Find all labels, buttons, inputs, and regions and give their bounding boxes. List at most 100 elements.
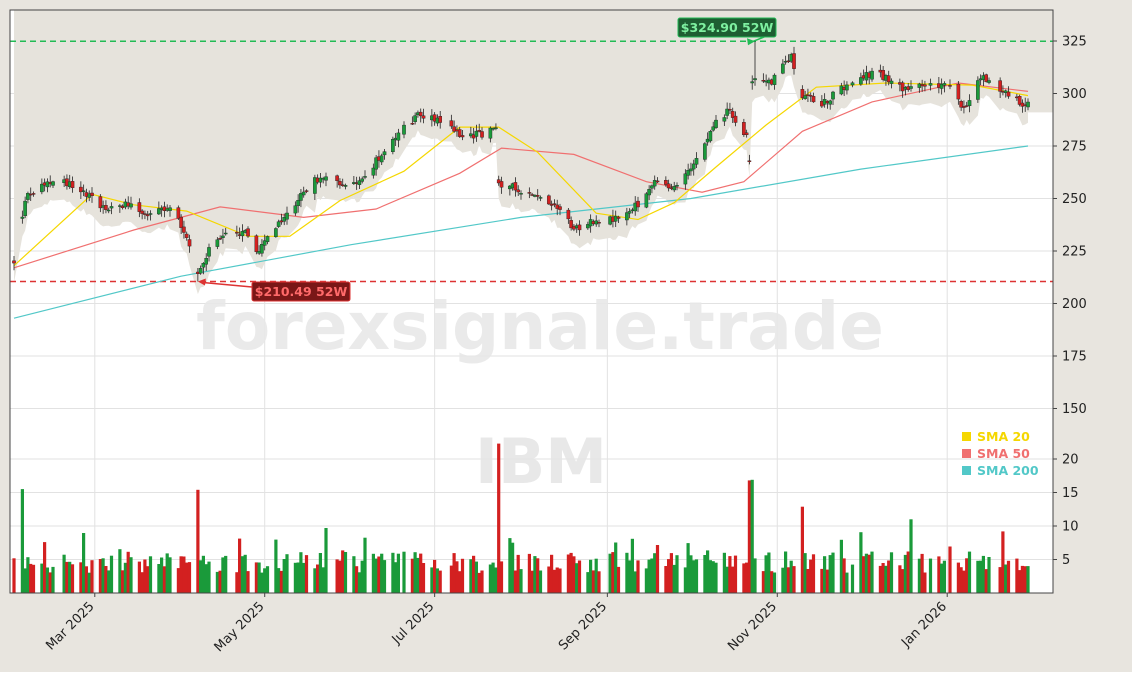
candle [140, 209, 144, 220]
candle-body [627, 211, 632, 214]
candle [221, 228, 225, 244]
volume-bar [416, 557, 420, 593]
candle-body [182, 226, 186, 233]
volume-bar [23, 568, 27, 593]
candle [750, 75, 754, 90]
volume-bar [889, 552, 894, 593]
volume-bar [864, 553, 868, 593]
volume-bar [318, 553, 322, 593]
candle-body [382, 151, 387, 156]
candle [538, 195, 543, 202]
volume-bar [316, 564, 320, 593]
volume-bar [235, 572, 239, 593]
candle [513, 177, 518, 197]
volume-bar [472, 555, 476, 593]
volume-bar [625, 552, 629, 593]
volume-bar [452, 553, 456, 593]
candle-body [800, 89, 805, 98]
volume-bar [792, 566, 796, 593]
candle-body [870, 70, 874, 80]
volume-bar [176, 568, 180, 593]
candle [811, 92, 816, 103]
candle-body [675, 185, 679, 187]
volume-bar [591, 570, 595, 593]
watermark-ticker: IBM [475, 425, 607, 498]
volume-bar [352, 556, 356, 593]
volume-bar [162, 566, 166, 593]
volume-tick-label: 15 [1062, 486, 1079, 501]
volume-bar [363, 537, 367, 593]
volume-bar [146, 566, 150, 593]
candle-body [987, 80, 991, 83]
volume-bar [940, 563, 944, 593]
candle-body [644, 193, 649, 208]
candle-body [438, 115, 443, 123]
candle [577, 220, 582, 236]
candle [276, 219, 281, 228]
candle [900, 80, 905, 98]
candle-body [12, 260, 16, 264]
candle [413, 112, 417, 125]
candle [923, 80, 927, 92]
volume-bar [566, 554, 570, 593]
candle [666, 179, 671, 192]
candle-body [962, 106, 966, 108]
volume-bar [254, 562, 258, 593]
volume-bar [901, 569, 905, 593]
volume-bar [745, 562, 749, 593]
candle [647, 185, 651, 201]
candle-body [703, 143, 707, 160]
volume-bar [187, 562, 192, 593]
candle-body [360, 178, 365, 182]
volume-bar [357, 572, 361, 593]
candle-body [772, 74, 777, 85]
sma50-line [13, 82, 1029, 269]
volume-bar [374, 558, 378, 593]
legend-swatch [962, 466, 971, 475]
candle [689, 162, 693, 176]
annotation-high-label: $324.90 52W [681, 20, 774, 35]
volume-bar [282, 559, 286, 593]
candle [909, 80, 913, 92]
candle [616, 215, 621, 223]
volume-bar [962, 570, 966, 593]
legend-swatch [962, 449, 971, 458]
volume-bar [338, 560, 342, 593]
volume-bar [636, 560, 640, 593]
volume-bar [770, 571, 774, 593]
candle-body [616, 216, 621, 219]
volume-bar [118, 549, 122, 593]
volume-bar [614, 542, 618, 593]
candle-body [725, 108, 729, 116]
volume-bar [575, 563, 579, 593]
volume-bar [240, 556, 244, 593]
candle [655, 177, 660, 183]
candle-body [881, 69, 885, 80]
volume-bar [533, 556, 537, 593]
candle [650, 184, 654, 194]
volume-bar [842, 558, 846, 593]
volume-bar [706, 550, 710, 593]
volume-bar [862, 556, 866, 593]
candle-body [187, 239, 192, 247]
candle [179, 214, 183, 234]
volume-bar [669, 553, 673, 593]
candle [452, 120, 456, 133]
candle-body [31, 193, 36, 195]
candle [12, 256, 16, 271]
candle-body [413, 115, 417, 122]
volume-bar [20, 489, 24, 593]
candle [859, 72, 863, 86]
candle [547, 194, 551, 205]
volume-bar [26, 557, 30, 593]
candle [246, 226, 250, 238]
volume-bar [655, 545, 660, 593]
candle [182, 220, 186, 239]
candle-body [301, 191, 306, 196]
volume-bar [394, 562, 398, 593]
candle [474, 124, 479, 142]
candle [519, 190, 523, 200]
candle-body [304, 190, 309, 192]
candle-body [143, 213, 147, 215]
